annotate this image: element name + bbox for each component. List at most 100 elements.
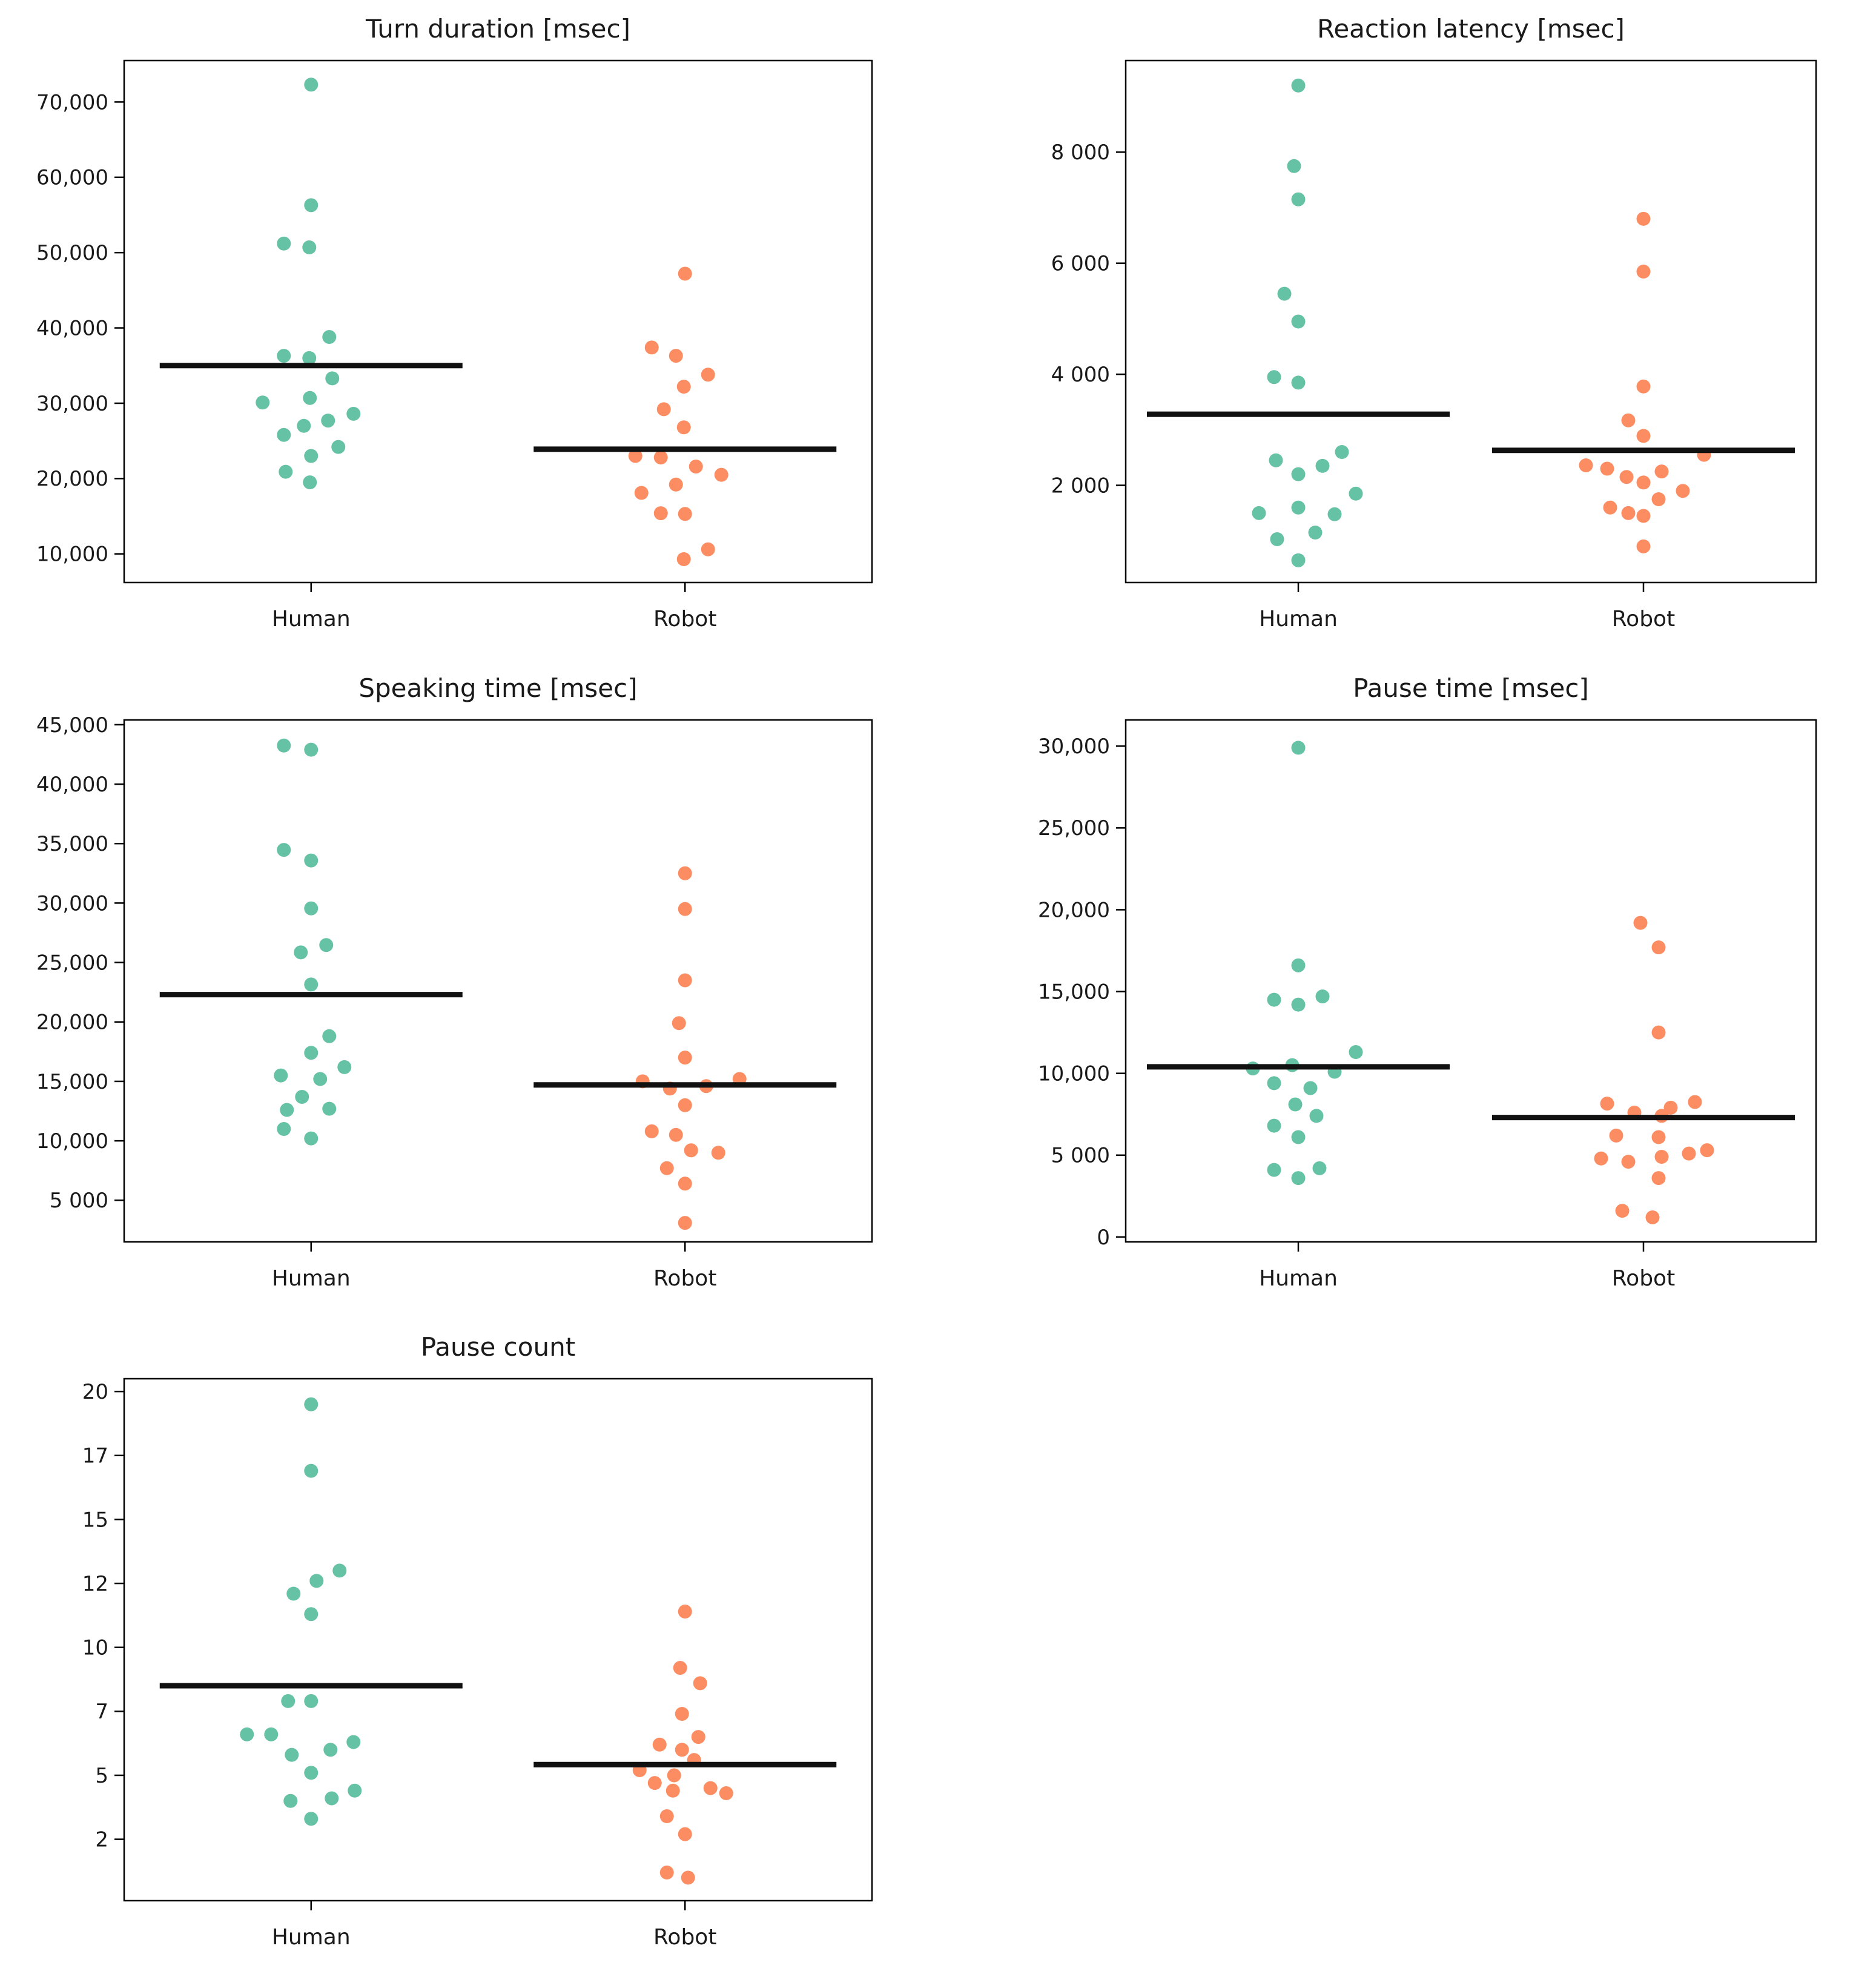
data-point-robot (1651, 940, 1666, 954)
data-point-human (1291, 78, 1306, 93)
plot-title: Pause count (421, 1332, 575, 1362)
y-tick-label: 0 (1097, 1225, 1110, 1249)
subplot-canvas-reaction-latency-msec: Reaction latency [msec] 8 000 6 000 4 000 2 … (1051, 14, 1817, 632)
series-robot (1594, 916, 1714, 1224)
series-robot (1579, 211, 1711, 553)
data-point-human (1267, 1118, 1281, 1133)
y-tick-label: 5 (95, 1764, 108, 1788)
data-point-human (1267, 1076, 1281, 1091)
x-tick-label-human: Human (272, 607, 351, 632)
data-point-human (304, 1398, 319, 1412)
y-tick-label: 6 000 (1051, 252, 1110, 276)
data-point-robot (693, 1676, 707, 1691)
data-point-robot (676, 552, 691, 566)
subplot-speaking-time-msec: Speaking time [msec] 45,000 40,000 35,000 30… (0, 659, 938, 1319)
data-point-human (279, 464, 293, 479)
data-point-human (302, 240, 317, 254)
axes-box (123, 1378, 873, 1902)
data-point-human (313, 1072, 328, 1086)
data-point-human (1327, 507, 1342, 521)
subplot-pause-count: Pause count 20 17 15 12 10 7 5 2 Human Robot (0, 1318, 938, 1978)
data-point-robot (659, 1809, 674, 1824)
data-point-human (294, 945, 308, 960)
y-tick-label: 60,000 (36, 166, 108, 190)
subplot-canvas-pause-count: Pause count 20 17 15 12 10 7 5 2 Human Robot (82, 1332, 873, 1950)
data-point-robot (1615, 1203, 1630, 1218)
data-point-robot (1651, 1170, 1666, 1185)
data-point-robot (711, 1145, 725, 1160)
data-point-human (1291, 375, 1306, 390)
y-tick-label: 2 (95, 1828, 108, 1852)
data-point-human (1309, 1109, 1324, 1123)
data-point-human (1291, 500, 1306, 515)
data-point-robot (1600, 1096, 1614, 1110)
data-point-human (304, 198, 319, 213)
data-point-robot (1688, 1095, 1702, 1109)
axes-box (123, 719, 873, 1242)
data-point-human (1291, 741, 1306, 755)
data-point-robot (719, 1786, 733, 1801)
data-point-robot (1682, 1146, 1696, 1161)
data-point-robot (678, 1098, 692, 1112)
data-point-robot (1700, 1143, 1714, 1157)
data-point-human (321, 414, 335, 428)
y-tick-label: 10,000 (36, 1129, 108, 1153)
data-point-robot (1651, 1025, 1666, 1040)
data-point-robot (675, 1707, 689, 1721)
data-point-human (325, 1791, 339, 1806)
data-point-human (1269, 453, 1283, 467)
x-tick-label-robot: Robot (653, 1925, 716, 1950)
y-tick-label: 15,000 (36, 1069, 108, 1094)
data-point-robot (1636, 475, 1651, 490)
data-point-robot (659, 1161, 674, 1175)
data-point-robot (1609, 1128, 1623, 1143)
data-point-robot (1633, 916, 1648, 930)
data-point-robot (634, 486, 649, 500)
data-point-human (1291, 1170, 1306, 1185)
subplot-canvas-turn-duration-msec: Turn duration [msec] 70,000 60,000 50,000 40… (36, 14, 873, 632)
data-point-human (346, 406, 361, 421)
y-tick-label: 70,000 (36, 90, 108, 114)
data-point-human (283, 1794, 298, 1809)
data-point-human (277, 427, 291, 442)
data-point-human (1349, 486, 1363, 501)
data-point-robot (701, 368, 715, 382)
data-point-robot (647, 1776, 662, 1790)
data-point-robot (1621, 413, 1636, 427)
data-point-human (1349, 1044, 1363, 1059)
data-point-robot (678, 973, 692, 988)
subplot-turn-duration-msec: Turn duration [msec] 70,000 60,000 50,000 40… (0, 0, 938, 659)
data-point-human (1291, 192, 1306, 206)
series-robot (635, 866, 747, 1230)
y-tick-label: 15 (82, 1508, 108, 1533)
data-point-robot (653, 450, 668, 465)
x-tick-label-human: Human (272, 1925, 351, 1950)
data-point-human (295, 1089, 309, 1104)
data-point-robot (659, 1866, 674, 1880)
y-tick-label: 20,000 (1038, 898, 1110, 922)
series-robot (628, 266, 728, 566)
plot-title: Speaking time [msec] (358, 673, 637, 703)
data-point-human (1267, 370, 1281, 384)
data-point-human (302, 351, 317, 365)
data-point-robot (681, 1870, 695, 1885)
y-tick-label: 30,000 (36, 891, 108, 916)
data-point-human (322, 329, 337, 344)
y-tick-label: 7 (95, 1700, 108, 1724)
data-point-human (303, 475, 317, 490)
data-point-robot (684, 1143, 698, 1157)
data-point-robot (678, 866, 692, 880)
data-point-robot (678, 1605, 692, 1619)
data-point-human (285, 1747, 299, 1762)
data-point-human (1291, 553, 1306, 567)
data-point-robot (644, 340, 659, 355)
data-point-robot (1636, 429, 1651, 443)
series-human (256, 78, 361, 490)
x-tick-label-robot: Robot (653, 607, 716, 632)
data-point-human (286, 1586, 301, 1601)
data-point-human (322, 1029, 337, 1043)
data-point-human (322, 1101, 337, 1116)
y-tick-label: 40,000 (36, 316, 108, 340)
data-point-human (1308, 525, 1323, 540)
x-tick-label-human: Human (1259, 1266, 1338, 1291)
